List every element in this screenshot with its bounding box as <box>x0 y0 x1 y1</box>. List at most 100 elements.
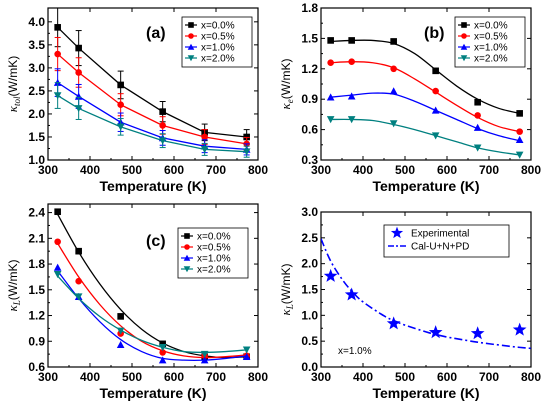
series-x-0-5- <box>327 58 523 135</box>
data-point <box>432 67 439 75</box>
data-point <box>74 92 83 100</box>
legend-marker <box>187 55 195 62</box>
data-point <box>74 293 83 301</box>
legend-item: x=1.0% <box>458 43 508 54</box>
fit-curve <box>57 275 247 354</box>
data-point <box>117 101 124 109</box>
x-tick-label: 500 <box>395 163 415 177</box>
legend-marker <box>183 266 191 273</box>
panel-b: 300 400 500 600 700 800 0.3 0.6 0.9 1.2 1.5 1.8 Temp… <box>278 1 541 194</box>
legend-label: x=2.0% <box>474 54 508 65</box>
legend-item: x=0.0% <box>181 232 231 243</box>
data-point <box>117 313 124 320</box>
legend-label: x=0.5% <box>201 32 235 43</box>
data-point <box>53 271 62 279</box>
data-point <box>431 106 440 114</box>
data-point <box>117 81 124 89</box>
plot-area <box>326 37 524 159</box>
x-axis-title: Temperature (K) <box>372 385 479 401</box>
data-point <box>389 87 398 95</box>
plot-area <box>53 8 251 158</box>
series-x-2-0- <box>326 116 524 159</box>
data-point <box>159 108 166 115</box>
legend-marker <box>184 244 190 250</box>
legend-marker <box>188 33 194 39</box>
legend-item: x=1.0% <box>181 254 231 265</box>
x-tick-label: 500 <box>122 163 142 177</box>
series-line <box>57 53 247 145</box>
data-point <box>515 135 524 144</box>
legend-item: x=0.0% <box>458 21 508 32</box>
y-tick-label: 1.5 <box>28 283 45 297</box>
data-point <box>159 122 166 129</box>
legend-label: Experimental <box>411 229 469 240</box>
x-tick-label: 700 <box>479 370 499 384</box>
data-point <box>200 146 209 154</box>
series-line <box>57 82 247 151</box>
data-point <box>474 112 481 119</box>
data-point <box>74 105 83 113</box>
data-point <box>116 327 125 335</box>
series-experimental <box>323 268 527 340</box>
data-point <box>201 133 208 141</box>
y-tick-label: 1.8 <box>28 257 45 271</box>
legend-label: x=1.0% <box>201 43 235 54</box>
y-axis-unit: (W/mK) <box>6 56 20 97</box>
legend-marker <box>184 233 190 239</box>
data-point <box>432 87 439 95</box>
legend-label: x=0.0% <box>201 21 235 32</box>
data-point <box>53 263 62 271</box>
data-point <box>116 340 125 348</box>
series-x-1-0- <box>326 87 524 144</box>
x-tick-label: 400 <box>353 370 373 384</box>
y-axis-title: κL(W/mK) <box>5 260 22 312</box>
data-point <box>75 277 82 285</box>
fit-curve <box>330 61 520 133</box>
y-tick-label: 1.2 <box>301 62 318 76</box>
series-x-2-0- <box>53 82 251 158</box>
x-tick-label: 700 <box>206 370 226 384</box>
panel-c: 300 400 500 600 700 800 0.6 0.9 1.2 1.5 1.8 2.1 2.4 T… <box>5 203 268 401</box>
legend: x=0.0%x=0.5%x=1.0%x=2.0% <box>181 16 253 68</box>
legend-label: x=0.5% <box>474 32 508 43</box>
legend-item: Experimental <box>390 226 469 240</box>
x-axis-title: Temperature (K) <box>372 178 479 194</box>
series-x-1-0- <box>53 263 251 364</box>
y-axis-subscript: e <box>285 99 295 103</box>
panel-a: 300 400 500 600 700 800 1.0 1.5 2.0 2.5 3.0 3.5 4.0 T… <box>5 7 268 194</box>
x-tick-label: 700 <box>206 163 226 177</box>
legend-marker <box>460 55 468 62</box>
x-tick-label: 600 <box>437 370 457 384</box>
data-point <box>516 110 523 117</box>
legend-label: x=0.0% <box>197 232 231 243</box>
data-point <box>326 116 335 124</box>
data-point <box>428 325 443 339</box>
y-axis-unit: (W/mK) <box>279 59 293 100</box>
y-axis-unit: (W/mK) <box>279 264 293 305</box>
y-axis-symbol: κ <box>278 102 293 109</box>
y-tick-label: 4.0 <box>28 15 45 29</box>
y-tick-label: 1.2 <box>28 309 45 323</box>
data-point <box>242 346 251 354</box>
x-tick-label: 800 <box>248 163 268 177</box>
legend-label: x=2.0% <box>201 54 235 65</box>
data-point <box>474 98 481 106</box>
x-tick-label: 600 <box>164 163 184 177</box>
legend-item: x=0.5% <box>458 32 508 43</box>
y-tick-label: 0.6 <box>28 360 45 374</box>
legend-item: Cal-U+N+PD <box>388 242 469 253</box>
series-line <box>57 26 247 138</box>
y-axis-symbol: κ <box>278 308 293 315</box>
legend-marker <box>187 43 195 50</box>
data-point <box>323 268 338 282</box>
y-axis-subscript: L <box>285 304 295 310</box>
fit-curve <box>330 92 520 142</box>
x-tick-label: 800 <box>521 163 541 177</box>
x-axis-title: Temperature (K) <box>99 385 206 401</box>
data-point <box>473 144 482 152</box>
data-point <box>470 326 485 340</box>
x-tick-label: 500 <box>395 370 415 384</box>
legend-item: x=1.0% <box>185 43 235 54</box>
x-tick-label: 400 <box>353 163 373 177</box>
data-point <box>158 356 167 364</box>
